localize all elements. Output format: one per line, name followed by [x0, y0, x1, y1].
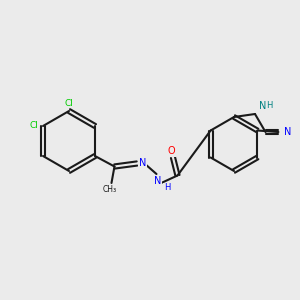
Text: CH₃: CH₃ — [103, 184, 117, 194]
Text: N: N — [284, 127, 291, 137]
Text: H: H — [164, 183, 170, 192]
Text: N: N — [139, 158, 146, 169]
Text: Cl: Cl — [64, 99, 74, 108]
Text: N: N — [259, 100, 266, 111]
Text: O: O — [168, 146, 175, 157]
Text: H: H — [266, 101, 273, 110]
Text: N: N — [154, 176, 162, 187]
Text: Cl: Cl — [30, 122, 38, 130]
